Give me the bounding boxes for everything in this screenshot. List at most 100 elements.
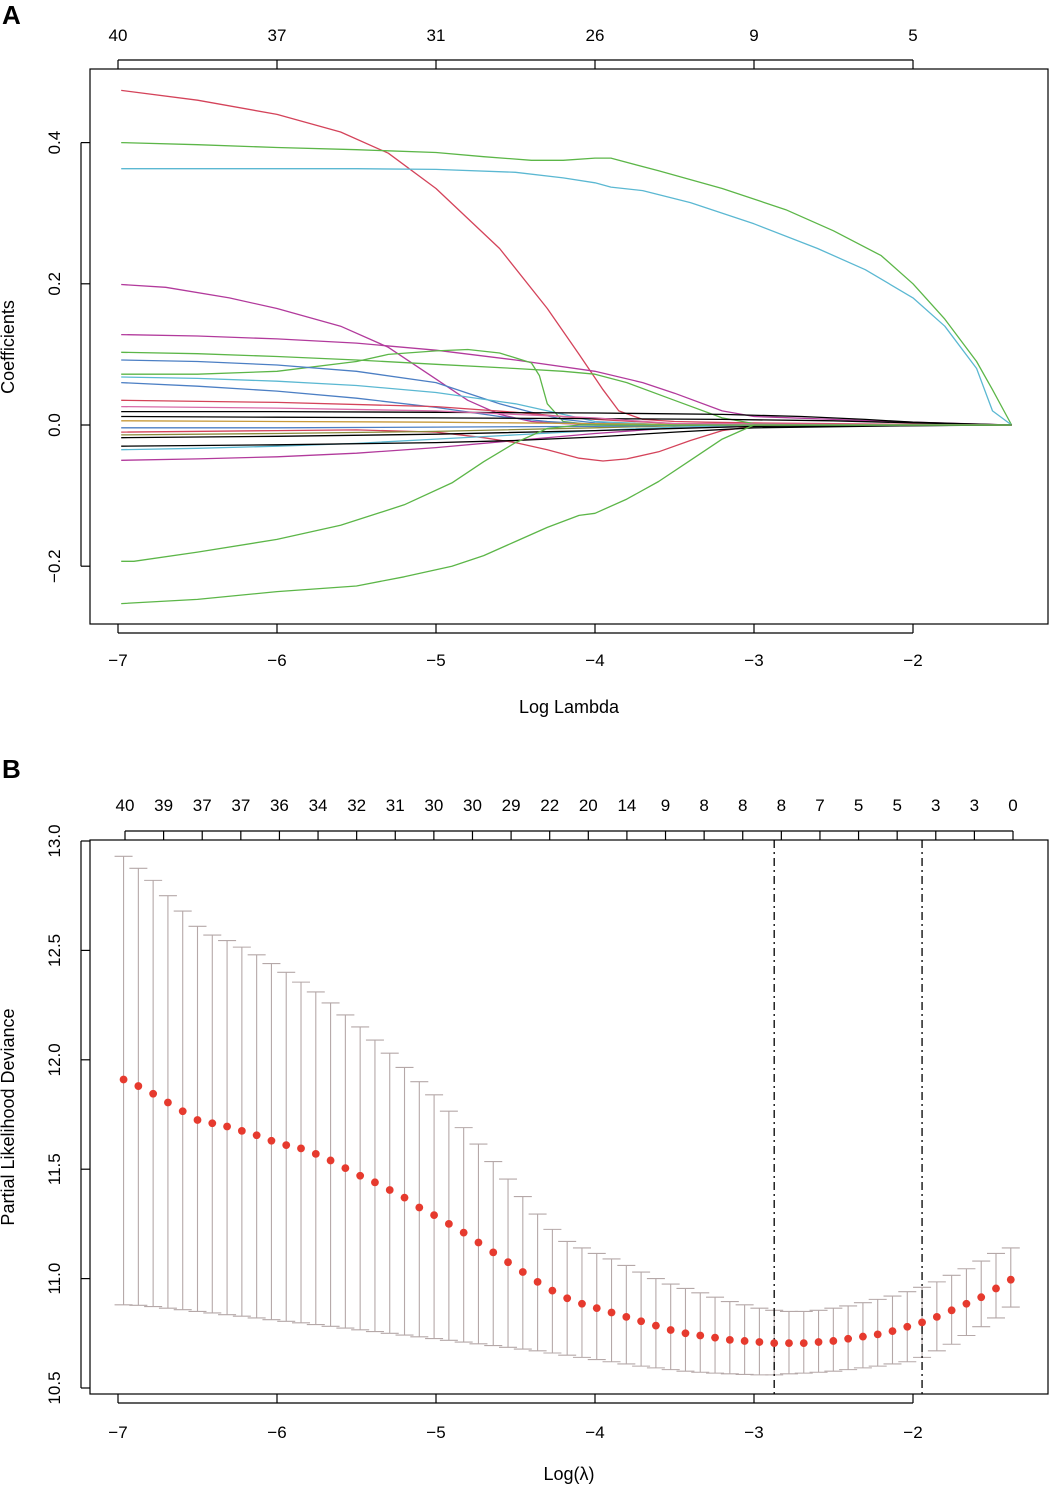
top-tick-label-a: 9	[749, 26, 758, 45]
cv-mean-point	[785, 1339, 793, 1348]
cv-mean-point	[326, 1156, 335, 1165]
cv-mean-point	[415, 1203, 424, 1212]
y-tick-label-b: 12.5	[45, 934, 64, 967]
top-tick-label-b: 3	[970, 796, 979, 815]
cv-mean-point	[947, 1306, 956, 1315]
top-tick-label-b: 7	[815, 796, 824, 815]
cv-mean-point	[844, 1334, 853, 1343]
cv-mean-point	[637, 1317, 646, 1326]
cv-mean-point	[134, 1082, 143, 1090]
y-axis-title-b: Partial Likelihood Deviance	[0, 1008, 18, 1225]
cv-mean-point	[444, 1220, 453, 1228]
top-tick-label-b: 22	[540, 796, 559, 815]
cv-mean-point	[814, 1338, 823, 1346]
top-tick-label-b: 37	[231, 796, 250, 815]
top-tick-label-b: 5	[892, 796, 901, 815]
y-tick-label-a: 0.2	[45, 272, 64, 296]
cv-mean-point	[992, 1284, 1000, 1293]
cv-mean-point	[711, 1333, 719, 1342]
cv-mean-point	[607, 1308, 616, 1317]
top-tick-label-b: 37	[193, 796, 212, 815]
top-tick-label-b: 8	[699, 796, 708, 815]
y-tick-label-b: 10.5	[45, 1371, 64, 1404]
cv-mean-point	[267, 1136, 276, 1145]
cv-mean-point	[208, 1119, 217, 1128]
panel-label-a: A	[2, 0, 21, 30]
top-tick-label-b: 30	[424, 796, 443, 815]
cv-mean-point	[518, 1268, 527, 1276]
cv-mean-point	[459, 1228, 468, 1237]
coef-path-green-neg-2	[121, 424, 1012, 605]
cv-mean-point	[799, 1339, 808, 1348]
plot-frame-b	[89, 839, 1049, 1395]
cv-mean-point	[297, 1144, 305, 1153]
y-tick-label-b: 13.0	[45, 824, 64, 857]
cv-mean-point	[666, 1326, 675, 1334]
x-tick-label-b: −2	[903, 1423, 922, 1442]
coef-path-black-neg2	[121, 424, 1012, 439]
cv-mean-point	[770, 1339, 779, 1348]
cv-mean-point	[193, 1116, 202, 1124]
panel-a-coefficient-paths: −7 −6 −5 −4 −3 −2 Log Lambda 40 37 31 26 9 5 −0.2 0.0 0…	[0, 26, 1049, 717]
y-tick-label-b: 11.5	[45, 1153, 64, 1185]
cv-mean-point	[977, 1293, 986, 1302]
top-tick-label-b: 32	[347, 796, 366, 815]
cv-mean-point	[873, 1330, 882, 1339]
top-tick-label-b: 34	[309, 796, 328, 815]
coef-path-purple-1	[121, 283, 1012, 426]
cv-mean-point	[563, 1294, 572, 1303]
cv-mean-point	[282, 1141, 291, 1150]
coef-path-cyan-mid	[121, 376, 1012, 426]
top-tick-label-b: 39	[154, 796, 173, 815]
coef-path-purple-2	[121, 333, 1012, 426]
coef-path-green-hump	[121, 348, 1012, 426]
top-tick-label-b: 30	[463, 796, 482, 815]
cv-mean-point	[430, 1211, 438, 1220]
x-tick-label-b: −4	[585, 1423, 604, 1442]
cv-mean-point	[400, 1193, 409, 1202]
cv-mean-point	[755, 1338, 764, 1346]
top-tick-label-b: 14	[617, 796, 636, 815]
cv-mean-point	[696, 1331, 705, 1340]
coef-path-red-dip	[121, 424, 1012, 462]
x-tick-label-a: −2	[903, 651, 922, 670]
top-tick-label-b: 31	[386, 796, 405, 815]
cv-mean-point	[223, 1122, 231, 1131]
cv-mean-point	[311, 1149, 320, 1158]
cv-mean-point	[725, 1335, 734, 1344]
top-tick-label-a: 37	[268, 26, 287, 45]
cv-mean-point	[578, 1299, 586, 1308]
x-tick-label-b: −5	[426, 1423, 445, 1442]
cv-mean-point	[504, 1258, 512, 1267]
cv-mean-point	[385, 1186, 394, 1194]
y-axis-title-a: Coefficients	[0, 300, 18, 394]
cv-mean-point	[918, 1318, 926, 1327]
cv-mean-point	[237, 1127, 246, 1135]
y-tick-label-b: 11.0	[45, 1263, 64, 1295]
x-tick-label-b: −7	[108, 1423, 127, 1442]
cv-mean-point	[829, 1337, 838, 1345]
top-tick-label-a: 40	[109, 26, 128, 45]
coef-path-green-neg-1	[121, 424, 1012, 562]
cv-mean-point	[119, 1075, 128, 1084]
x-tick-label-a: −3	[744, 651, 763, 670]
x-tick-label-a: −5	[426, 651, 445, 670]
cv-mean-point	[932, 1312, 941, 1321]
coef-path-pink-pos	[121, 405, 1012, 426]
top-tick-label-b: 5	[854, 796, 863, 815]
x-tick-label-b: −3	[744, 1423, 763, 1442]
top-tick-label-b: 3	[931, 796, 940, 815]
y-tick-label-a: 0.4	[45, 131, 64, 155]
cv-mean-point	[903, 1322, 912, 1331]
coef-path-cyan-neg	[121, 424, 1012, 451]
cv-mean-point	[548, 1286, 557, 1295]
cv-point-group	[119, 1075, 1015, 1348]
plot-frame-a	[89, 68, 1049, 625]
cv-mean-point	[888, 1327, 897, 1336]
panel-label-b: B	[2, 754, 21, 784]
coef-path-cyan-top	[121, 168, 1012, 426]
cv-mean-point	[1006, 1275, 1015, 1284]
top-tick-label-b: 36	[270, 796, 289, 815]
